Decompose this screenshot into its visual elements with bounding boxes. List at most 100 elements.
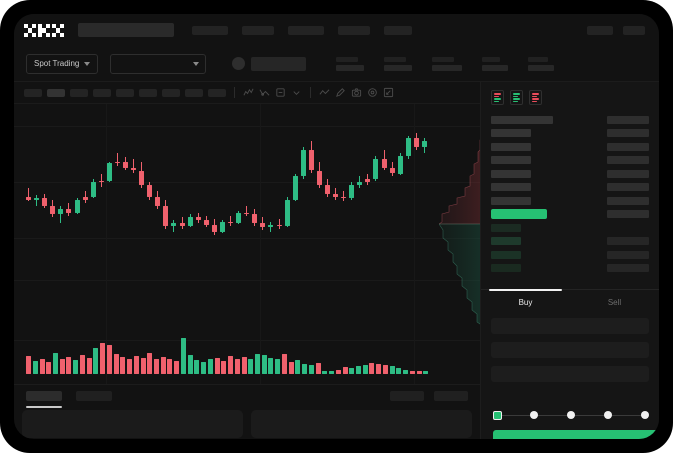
candle-body xyxy=(171,223,177,226)
timeframe-1m[interactable] xyxy=(24,88,42,97)
candle-24 xyxy=(219,104,225,384)
timeframe-5m[interactable] xyxy=(47,88,65,97)
candle-wick xyxy=(116,153,118,167)
settings-icon[interactable] xyxy=(367,87,378,98)
volume-bar-10 xyxy=(93,348,99,374)
market-type-select[interactable]: Spot Trading xyxy=(26,53,99,74)
orderbook-bid-row-2[interactable] xyxy=(491,250,649,259)
candle-body xyxy=(219,221,225,232)
orderbook-bid-row-1[interactable] xyxy=(491,237,649,246)
orderbook-panel: Buy Sell xyxy=(480,82,659,439)
order-tabs-bar xyxy=(14,384,480,408)
price-chart[interactable] xyxy=(14,104,480,384)
timeframe-1H[interactable] xyxy=(116,88,134,97)
volume-bar-12 xyxy=(106,344,112,374)
orderbook-mode-bids[interactable] xyxy=(510,90,523,105)
order-field-2[interactable] xyxy=(491,366,649,382)
fullscreen-icon[interactable] xyxy=(383,87,394,98)
line-chart-icon[interactable] xyxy=(319,87,330,98)
submit-order-button[interactable] xyxy=(493,430,659,439)
slider-step-75%[interactable] xyxy=(604,411,612,419)
candle-41 xyxy=(357,104,363,384)
candle-body xyxy=(123,161,128,168)
order-tab-0[interactable] xyxy=(26,390,62,408)
pencil-icon[interactable] xyxy=(335,87,346,98)
nav-item-3[interactable] xyxy=(338,25,370,35)
orderbook-mode-both[interactable] xyxy=(491,90,504,105)
order-tab-1[interactable] xyxy=(76,390,112,401)
orderbook-amount xyxy=(607,129,649,137)
orderbook-ask-row-3[interactable] xyxy=(491,169,649,178)
orderbook-ask-row-2[interactable] xyxy=(491,156,649,165)
orderbook-ask-row-4[interactable] xyxy=(491,183,649,192)
orderbook-ask-row-5[interactable] xyxy=(491,196,649,205)
search-input[interactable] xyxy=(78,23,174,37)
camera-icon[interactable] xyxy=(351,87,362,98)
timeframe-1D[interactable] xyxy=(162,88,180,97)
amount-slider[interactable] xyxy=(493,410,649,422)
okx-logo[interactable] xyxy=(24,23,64,37)
candle-6 xyxy=(74,104,80,384)
timeframe-1W[interactable] xyxy=(185,88,203,97)
order-tab-label: Sell xyxy=(607,298,622,307)
nav-action-0[interactable] xyxy=(587,25,613,35)
order-tab-buy[interactable]: Buy xyxy=(481,289,570,315)
chart-toolbar xyxy=(14,82,659,104)
candle-body xyxy=(82,196,88,200)
orderbook-mode-asks[interactable] xyxy=(529,90,542,105)
orderbook-header-row xyxy=(491,115,649,124)
nav-item-4[interactable] xyxy=(384,25,412,35)
ticker-bar: Spot Trading xyxy=(14,46,659,82)
chart-gridline xyxy=(14,238,480,239)
trading-pair-select[interactable] xyxy=(110,53,207,74)
candle-body xyxy=(397,156,403,174)
candle-body xyxy=(131,167,136,171)
timeframe-15m[interactable] xyxy=(70,88,88,97)
candle-37 xyxy=(325,104,330,384)
nav-action-1[interactable] xyxy=(623,25,645,35)
volume-bar-0 xyxy=(26,356,31,374)
nav-item-0[interactable] xyxy=(192,25,228,35)
candle-34 xyxy=(300,104,306,384)
slider-step-100%[interactable] xyxy=(641,411,649,419)
ticker-stat-value xyxy=(384,64,413,71)
timeframe-30m[interactable] xyxy=(93,88,111,97)
candle-13 xyxy=(131,104,136,384)
ticker-stat-0 xyxy=(336,56,365,71)
order-field-0[interactable] xyxy=(491,318,649,334)
slider-step-0%[interactable] xyxy=(493,410,502,420)
compare-icon[interactable] xyxy=(275,87,286,98)
chevron-down-icon xyxy=(193,61,200,66)
candle-45 xyxy=(389,104,395,384)
chevron-down-icon[interactable] xyxy=(291,87,302,98)
slider-step-50%[interactable] xyxy=(567,411,575,419)
candle-38 xyxy=(333,104,338,384)
order-tab-sell[interactable]: Sell xyxy=(570,290,659,315)
orderbook-bid-row-0[interactable] xyxy=(491,223,649,232)
order-tab-action-1[interactable] xyxy=(434,390,468,401)
orderbook-price xyxy=(491,142,531,151)
nav-item-1[interactable] xyxy=(242,25,274,35)
order-tab-action-0[interactable] xyxy=(390,390,424,401)
candle-48 xyxy=(413,104,419,384)
slider-step-25%[interactable] xyxy=(530,411,538,419)
candle-body xyxy=(341,196,347,199)
orderbook-amount xyxy=(607,264,649,272)
chart-gridline xyxy=(14,182,480,183)
orderbook-bid-row-3[interactable] xyxy=(491,264,649,273)
candle-29 xyxy=(260,104,266,384)
indicator-icon[interactable] xyxy=(259,87,270,98)
candle-wick xyxy=(133,158,134,174)
timeframe-1M[interactable] xyxy=(208,88,226,97)
orderbook-ask-row-1[interactable] xyxy=(491,142,649,151)
timeframe-4H[interactable] xyxy=(139,88,157,97)
candle-25 xyxy=(228,104,233,384)
chart-type-icon[interactable] xyxy=(243,87,254,98)
candle-wick xyxy=(343,191,345,202)
order-field-1[interactable] xyxy=(491,342,649,358)
orderbook-ask-row-0[interactable] xyxy=(491,129,649,138)
candle-body xyxy=(26,196,31,200)
nav-item-2[interactable] xyxy=(288,25,324,35)
candle-body xyxy=(373,158,379,180)
